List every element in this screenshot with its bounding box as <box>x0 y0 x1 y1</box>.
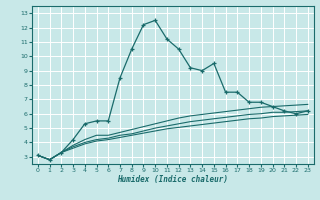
X-axis label: Humidex (Indice chaleur): Humidex (Indice chaleur) <box>117 175 228 184</box>
